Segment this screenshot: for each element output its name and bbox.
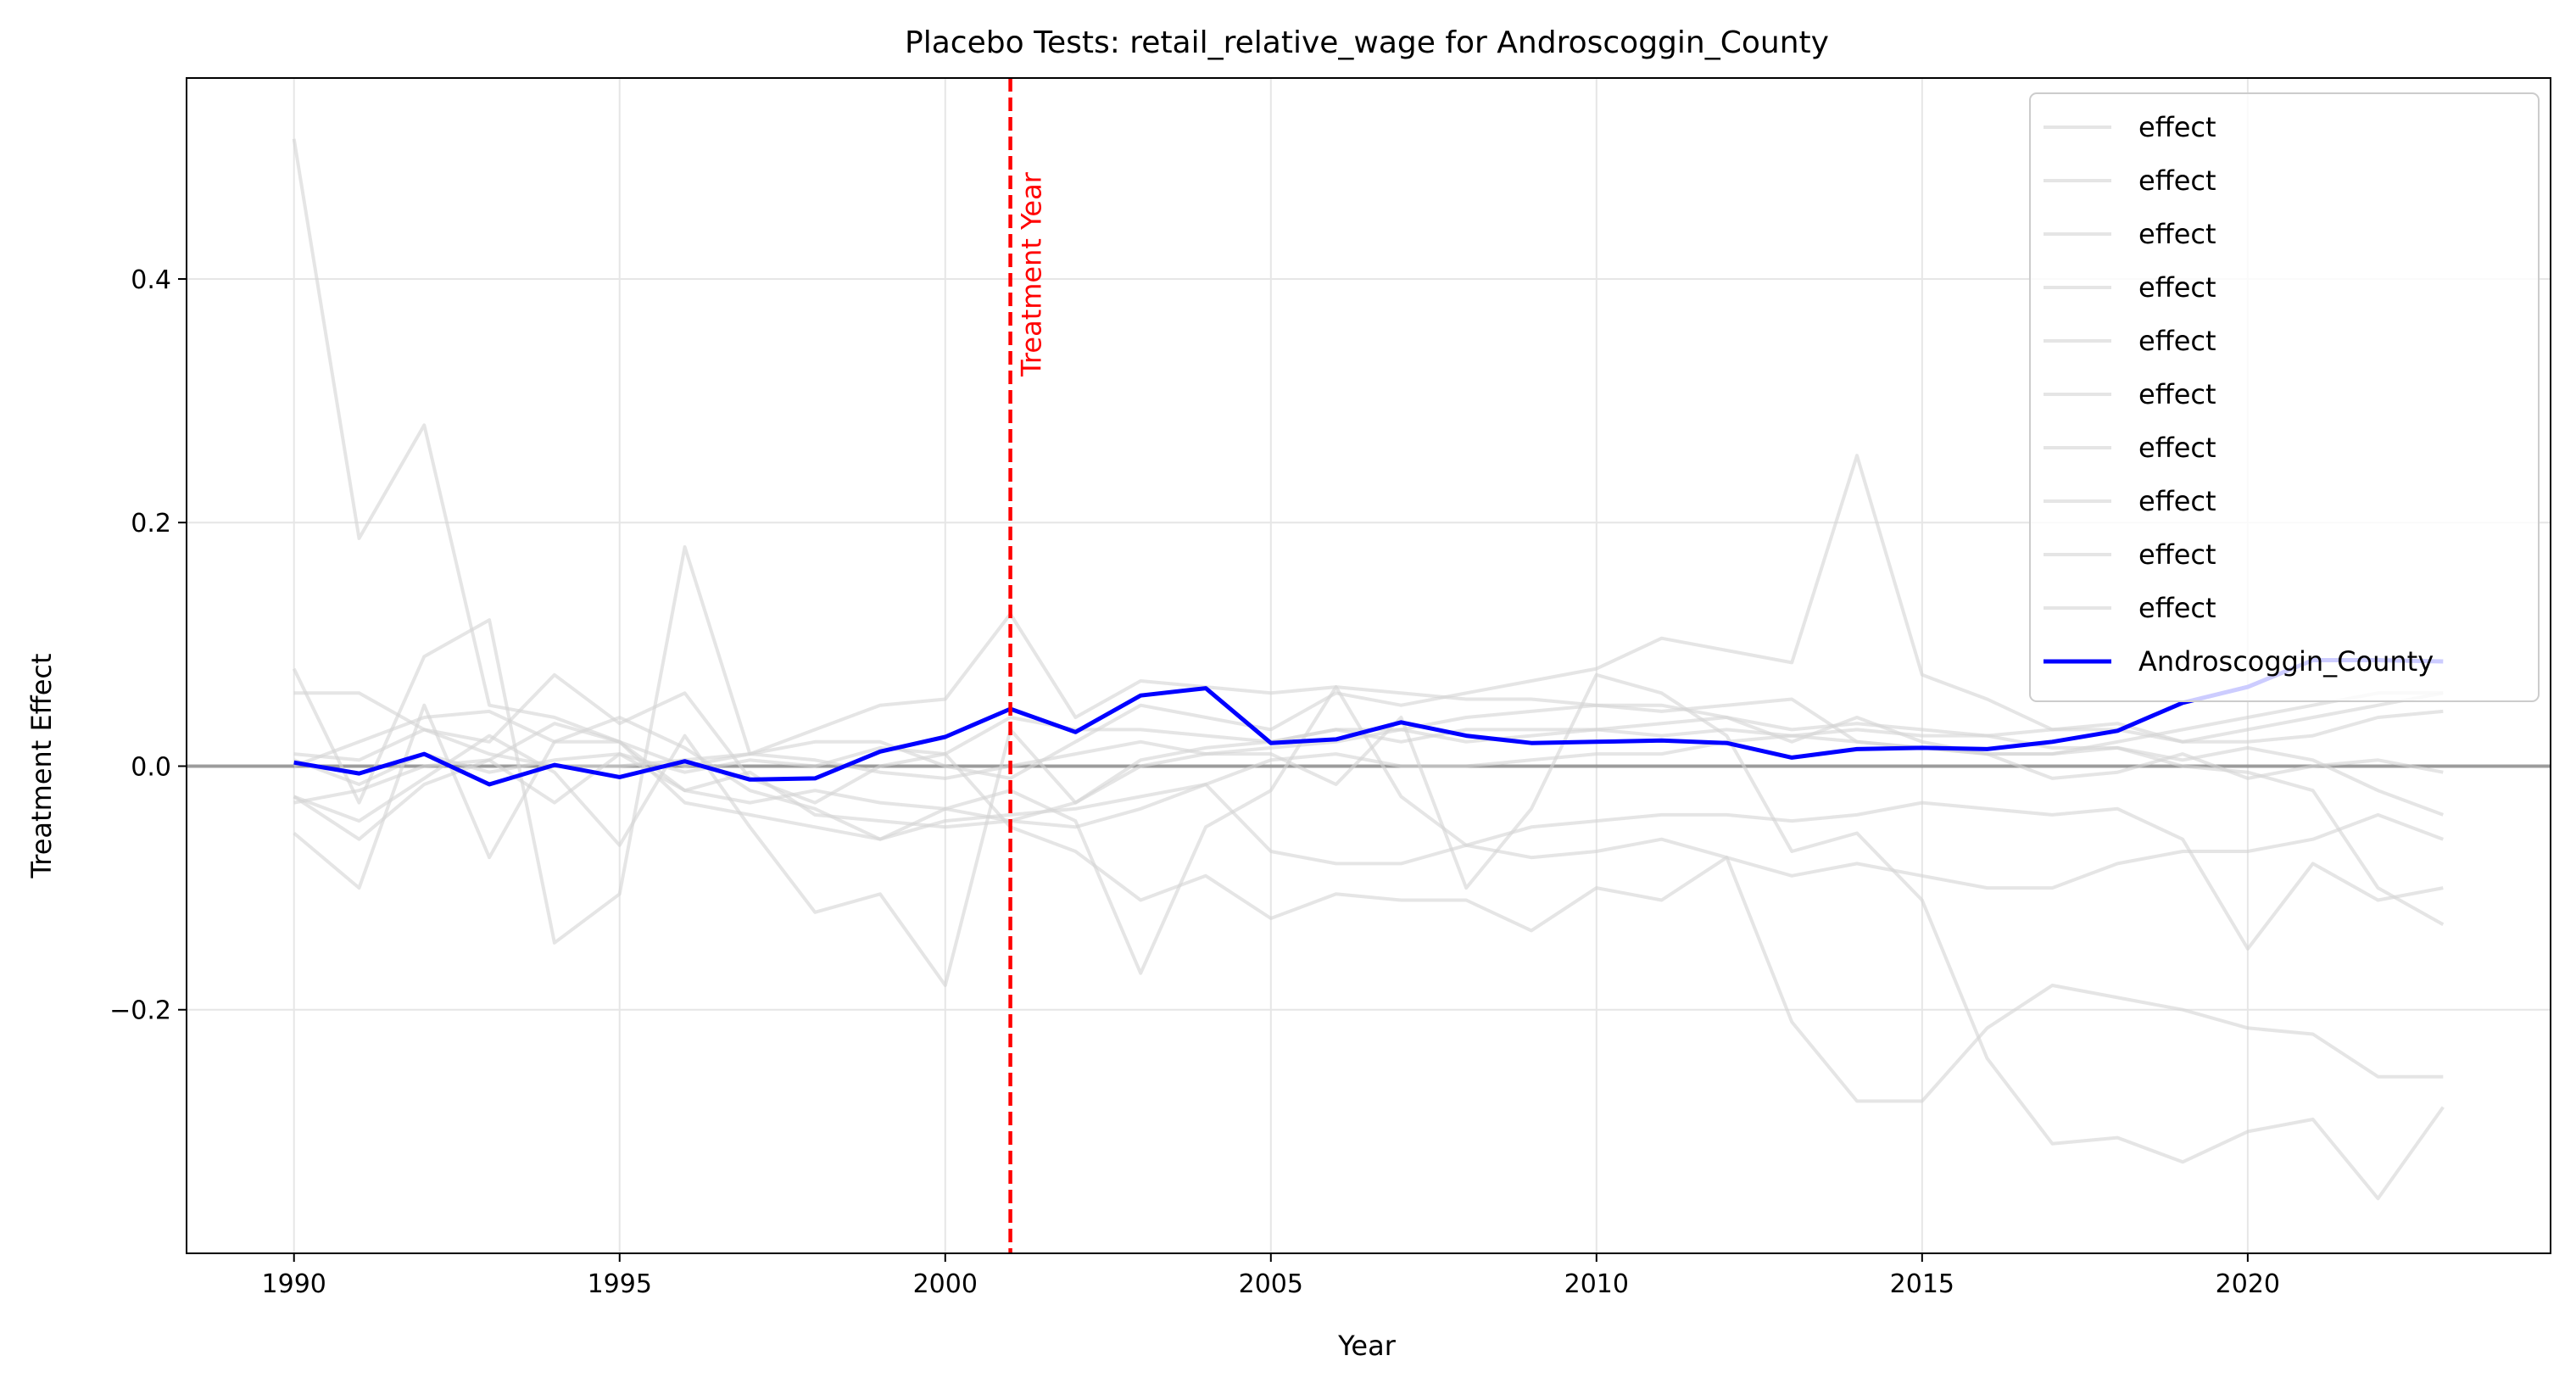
legend-box [2029, 92, 2540, 702]
legend-entry-label: effect [2138, 592, 2216, 624]
legend: effect effect effect effect effect effect effe… [2029, 92, 2540, 702]
y-tick-label: 0.2 [131, 509, 171, 538]
plot-frame [186, 77, 2551, 1254]
x-tick-label: 1995 [588, 1269, 652, 1299]
placebo-series-line [293, 716, 2445, 823]
placebo-series-line [293, 672, 2445, 1201]
legend-entry-label: effect [2138, 485, 2216, 517]
chart-title: Placebo Tests: retail_relative_wage for … [905, 25, 1829, 60]
y-tick-label: −0.2 [109, 996, 171, 1026]
placebo-series-line [293, 685, 2445, 975]
x-axis-ticks: 1990 1995 2000 2005 2010 2015 2020 [262, 1253, 2280, 1299]
placebo-series-line [292, 138, 2444, 780]
x-tick-label: 2020 [2216, 1269, 2280, 1299]
x-axis-label: Year [1337, 1330, 1397, 1362]
legend-entry-label: effect [2138, 325, 2216, 357]
x-tick-label: 2015 [1890, 1269, 1954, 1299]
x-tick-label: 2000 [913, 1269, 978, 1299]
legend-entry-label: effect [2138, 432, 2216, 464]
treated-series-line [293, 658, 2444, 787]
legend-entry-label: effect [2138, 378, 2216, 410]
x-tick-label: 2005 [1239, 1269, 1303, 1299]
legend-entry-label: effect [2138, 271, 2216, 304]
legend-entry-label: Androscoggin_County [2138, 645, 2434, 678]
y-axis-ticks: −0.2 0.0 0.2 0.4 [109, 265, 187, 1026]
placebo-series-group [292, 138, 2445, 1201]
legend-entry-label: effect [2138, 538, 2216, 571]
y-tick-label: 0.0 [131, 752, 171, 782]
legend-entry-label: effect [2138, 218, 2216, 250]
legend-entry-label: effect [2138, 111, 2216, 143]
treated-series-group [293, 658, 2444, 787]
y-tick-label: 0.4 [131, 265, 171, 295]
legend-entry-label: effect [2138, 165, 2216, 197]
placebo-series-line [293, 672, 2444, 1103]
placebo-series-line [293, 709, 2444, 841]
x-tick-label: 1990 [262, 1269, 326, 1299]
treatment-year-label: Treatment Year [1016, 171, 1048, 377]
treatment-year-marker: Treatment Year [1008, 78, 1048, 1253]
y-axis-label: Treatment Effect [25, 653, 58, 879]
x-tick-label: 2010 [1564, 1269, 1629, 1299]
